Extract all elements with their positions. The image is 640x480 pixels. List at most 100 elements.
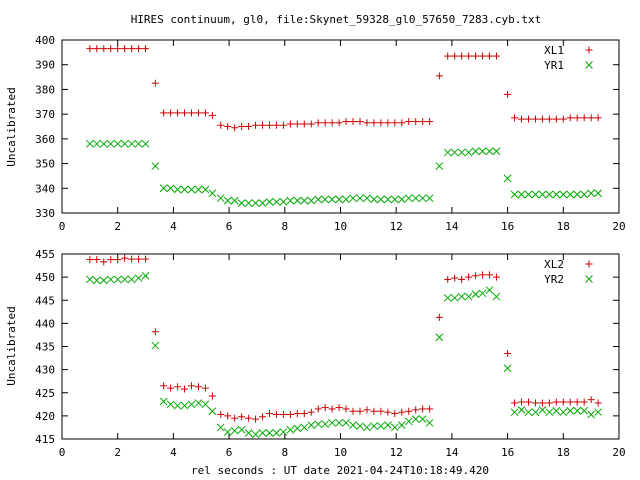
bottom-point-yr2 (141, 271, 150, 280)
bottom-point-xl2 (511, 399, 519, 407)
top-point-yr1 (166, 184, 175, 193)
top-point-xl1 (479, 52, 487, 60)
top-point-xl1 (377, 119, 385, 127)
bottom-point-xl2 (252, 415, 260, 423)
top-point-yr1 (113, 139, 122, 148)
top-point-yr1 (457, 148, 466, 157)
bottom-point-xl2 (86, 256, 94, 264)
top-point-yr1 (159, 184, 168, 193)
bottom-point-xl2 (451, 274, 459, 282)
bottom-point-yr2 (524, 408, 533, 417)
top-point-yr1 (531, 190, 540, 199)
bottom-point-yr2 (538, 406, 547, 414)
bottom-x-tick-label: 6 (226, 446, 233, 459)
bottom-point-yr2 (99, 276, 108, 285)
bottom-point-yr2 (201, 400, 210, 409)
top-point-xl1 (465, 52, 473, 60)
top-point-yr1 (573, 190, 582, 199)
top-point-yr1 (580, 190, 589, 199)
bottom-point-yr2 (223, 428, 232, 436)
bottom-legend-marker-xl2 (585, 260, 593, 268)
top-point-xl1 (121, 45, 129, 53)
bottom-point-xl2 (377, 407, 385, 415)
bottom-point-yr2 (471, 290, 480, 299)
bottom-y-tick-label: 450 (35, 271, 55, 284)
top-point-yr1 (425, 194, 434, 203)
bottom-point-xl2 (314, 405, 322, 413)
top-point-xl1 (566, 114, 574, 122)
bottom-point-xl2 (419, 405, 427, 413)
top-point-yr1 (321, 195, 330, 204)
top-point-yr1 (404, 194, 413, 203)
bottom-plot-frame (61, 253, 620, 440)
top-point-xl1 (580, 114, 588, 122)
top-point-yr1 (293, 196, 302, 205)
bottom-point-xl2 (518, 398, 526, 406)
top-point-yr1 (390, 195, 399, 204)
bottom-point-yr2 (580, 406, 589, 415)
bottom-point-yr2 (356, 422, 364, 430)
bottom-point-xl2 (93, 256, 101, 264)
top-point-yr1 (180, 185, 189, 194)
top-point-yr1 (435, 162, 444, 170)
bottom-point-xl2 (559, 398, 567, 406)
bottom-point-yr2 (503, 364, 512, 373)
top-point-xl1 (252, 121, 260, 129)
bottom-point-yr2 (180, 401, 189, 410)
top-point-xl1 (135, 45, 143, 53)
top-point-yr1 (594, 189, 602, 198)
bottom-point-xl2 (458, 275, 466, 283)
bottom-point-yr2 (328, 418, 336, 427)
top-point-yr1 (120, 139, 129, 148)
bottom-point-xl2 (405, 407, 413, 415)
bottom-x-tick-label: 12 (390, 446, 403, 459)
bottom-y-tick-label: 440 (35, 317, 55, 330)
top-point-xl1 (245, 123, 253, 130)
top-point-yr1 (503, 174, 512, 183)
top-point-xl1 (114, 45, 122, 53)
bottom-point-yr2 (363, 423, 371, 432)
top-point-xl1 (259, 121, 267, 129)
top-point-xl1 (559, 115, 567, 123)
top-point-xl1 (231, 124, 239, 132)
bottom-x-tick-label: 18 (557, 446, 570, 459)
bottom-x-tick-label: 16 (501, 446, 514, 459)
top-legend-marker-xl1 (585, 46, 593, 54)
top-point-xl1 (370, 119, 378, 127)
bottom-point-yr2 (300, 423, 309, 432)
top-point-yr1 (545, 190, 554, 199)
bottom-point-xl2 (279, 410, 287, 418)
bottom-point-xl2 (188, 382, 196, 390)
top-x-tick-label: 8 (281, 220, 288, 233)
top-point-yr1 (194, 185, 203, 194)
bottom-point-xl2 (391, 410, 399, 418)
bottom-point-yr2 (127, 275, 136, 284)
top-point-xl1 (412, 118, 420, 126)
top-point-yr1 (237, 199, 246, 207)
top-point-yr1 (106, 139, 115, 148)
top-point-xl1 (552, 115, 560, 123)
top-point-yr1 (377, 195, 385, 204)
top-point-xl1 (511, 114, 519, 122)
top-point-yr1 (134, 139, 143, 148)
top-x-tick-label: 20 (612, 220, 625, 233)
bottom-point-yr2 (531, 408, 540, 417)
top-point-xl1 (328, 119, 336, 127)
top-y-tick-label: 360 (35, 133, 55, 146)
bottom-point-yr2 (404, 417, 413, 426)
bottom-y-tick-label: 435 (35, 341, 55, 354)
bottom-x-tick-label: 8 (281, 446, 288, 459)
top-y-tick-label: 400 (35, 34, 55, 47)
top-point-xl1 (307, 120, 315, 128)
bottom-point-xl2 (485, 271, 493, 279)
top-x-tick-label: 10 (334, 220, 347, 233)
top-point-xl1 (524, 115, 532, 123)
bottom-legend-label-yr2: YR2 (544, 273, 564, 286)
bottom-point-yr2 (272, 429, 281, 437)
bottom-point-yr2 (559, 408, 568, 417)
top-plot-frame (61, 39, 620, 214)
top-point-yr1 (383, 195, 392, 204)
top-point-yr1 (244, 199, 253, 207)
bottom-point-xl2 (349, 407, 357, 415)
top-point-yr1 (92, 139, 101, 148)
